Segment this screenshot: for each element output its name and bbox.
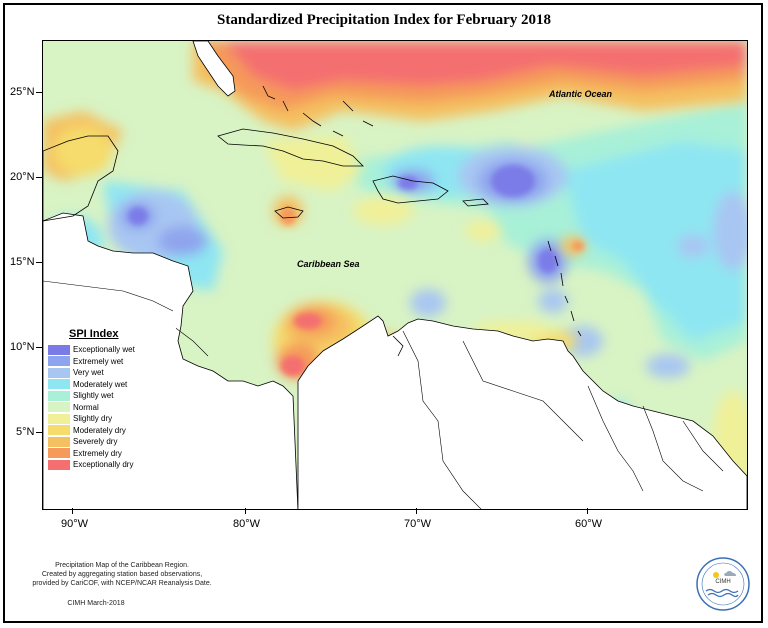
x-label-90: 90°W: [61, 518, 89, 530]
y-tick-25: [36, 92, 42, 93]
x-tick-80: [245, 508, 246, 514]
map-title: Standardized Precipitation Index for Feb…: [216, 12, 552, 28]
country-borders: [43, 280, 724, 509]
legend-label: Normal: [73, 402, 99, 412]
legend-item: Exceptionally dry: [48, 459, 133, 470]
legend-label: Exceptionally dry: [73, 460, 134, 469]
legend-label: Extremely dry: [73, 448, 122, 458]
x-label-70: 70°W: [404, 518, 432, 530]
spi-legend: SPI Index Exceptionally wet Extremely wet…: [46, 326, 176, 476]
legend-item: Moderately dry: [48, 425, 126, 436]
dry-cores: [280, 207, 584, 376]
footer-line1: Precipitation Map of the Caribbean Regio…: [55, 562, 189, 569]
spi-map-canvas: [43, 41, 747, 509]
legend-label: Severely dry: [73, 437, 118, 446]
logo-text: CIMH: [715, 579, 731, 585]
legend-title: SPI Index: [69, 328, 119, 340]
footer-line3: provided by CariCOF, with NCEP/NCAR Rean…: [32, 580, 212, 587]
legend-swatch: [48, 448, 70, 458]
y-label-5: 5°N: [16, 426, 35, 438]
y-label-10: 10°N: [10, 341, 35, 353]
y-tick-5: [36, 432, 42, 433]
cimh-logo-graphic: [696, 557, 750, 611]
legend-label: Very wet: [73, 368, 104, 377]
x-label-80: 80°W: [233, 518, 261, 530]
x-tick-90: [72, 508, 73, 514]
footer-line2: Created by aggregating station based obs…: [41, 571, 203, 578]
legend-swatch: [48, 459, 70, 470]
legend-item: Normal: [48, 402, 99, 413]
legend-swatch: [48, 425, 70, 435]
legend-label: Exceptionally wet: [73, 345, 135, 354]
legend-label: Slightly wet: [73, 391, 114, 400]
legend-item: Moderately wet: [48, 379, 127, 390]
y-label-25: 25°N: [10, 86, 35, 98]
legend-swatch: [48, 402, 70, 412]
legend-label: Moderately dry: [73, 425, 126, 435]
legend-swatch: [48, 367, 70, 378]
legend-item: Extremely wet: [48, 356, 123, 367]
wet-cores: [128, 165, 558, 273]
legend-swatch: [48, 436, 70, 447]
legend-item: Slightly dry: [48, 413, 112, 424]
legend-item: Exceptionally wet: [48, 344, 135, 355]
legend-label: Slightly dry: [73, 414, 113, 423]
legend-swatch: [48, 344, 70, 355]
label-atlantic-ocean: Atlantic Ocean: [549, 89, 613, 99]
legend-item: Very wet: [48, 367, 104, 378]
y-tick-20: [36, 177, 42, 178]
legend-item: Slightly wet: [48, 390, 113, 401]
legend-swatch: [48, 356, 70, 366]
legend-swatch: [48, 379, 70, 389]
y-tick-15: [36, 262, 42, 263]
legend-item: Extremely dry: [48, 448, 122, 459]
page-frame: [3, 3, 763, 623]
x-label-60: 60°W: [575, 518, 603, 530]
cimh-logo: CIMH: [696, 557, 750, 611]
legend-swatch: [48, 390, 70, 401]
legend-label: Extremely wet: [73, 356, 124, 366]
y-label-20: 20°N: [10, 171, 35, 183]
legend-label: Moderately wet: [73, 379, 128, 389]
y-label-15: 15°N: [10, 256, 35, 268]
legend-item: Severely dry: [48, 436, 117, 447]
legend-swatch: [48, 413, 70, 424]
x-tick-60: [587, 508, 588, 514]
y-tick-10: [36, 347, 42, 348]
small-islands: [262, 85, 582, 357]
x-tick-70: [416, 508, 417, 514]
label-caribbean-sea: Caribbean Sea: [297, 259, 360, 269]
footer-credit: CIMH March-2018: [67, 600, 125, 607]
